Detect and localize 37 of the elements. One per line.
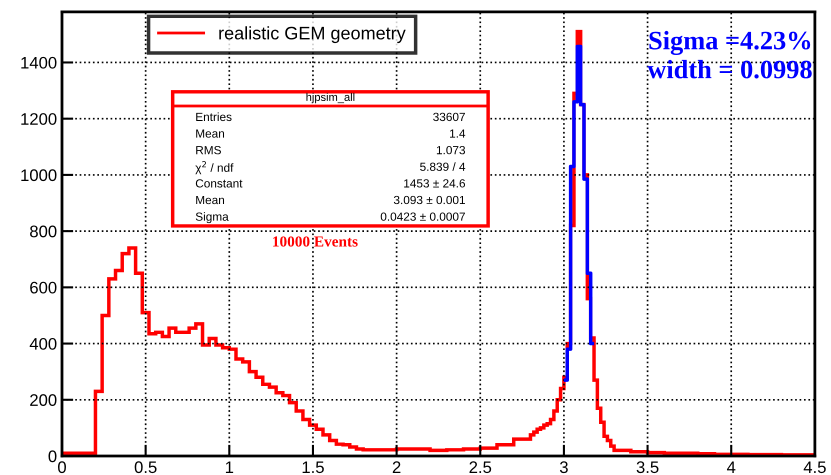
x-tick-label: 1.5 <box>302 461 324 474</box>
x-tick-label: 0.5 <box>134 461 157 474</box>
annotation: hjpsim_all <box>306 92 354 104</box>
annotation: 1.4 <box>450 129 466 138</box>
y-tick-label: 1000 <box>21 169 56 182</box>
annotation: 1453 ± 24.6 <box>404 179 466 188</box>
annotation: Constant <box>196 179 242 188</box>
y-tick-label: 600 <box>30 282 56 294</box>
annotation: Mean <box>196 196 224 204</box>
x-tick-label: 3 <box>560 461 568 474</box>
annotation: width = 0.0998 <box>647 60 812 79</box>
annotation: 10000 Events <box>273 236 358 247</box>
y-tick-label: 0 <box>48 450 56 462</box>
annotation: Sigma <box>196 212 229 224</box>
x-tick-label: 2 <box>392 461 400 473</box>
annotation: 0.0423 ± 0.0007 <box>380 212 465 221</box>
x-tick-label: 3.5 <box>636 461 658 474</box>
y-tick-label: 1400 <box>21 56 56 69</box>
y-tick-label: 1200 <box>21 113 56 125</box>
y-tick-label: 400 <box>30 338 56 350</box>
annotation: Sigma =4.23% <box>649 30 810 56</box>
annotation: Entries <box>196 112 232 122</box>
annotation: 3.093 ± 0.001 <box>394 196 465 204</box>
legend-label: realistic GEM geometry <box>219 26 406 44</box>
x-tick-label: 0 <box>58 461 66 474</box>
annotation: 1.073 <box>436 146 466 154</box>
annotation: Mean <box>196 129 224 138</box>
y-tick-label: 200 <box>30 394 56 406</box>
annotation: 33607 <box>433 112 465 122</box>
x-tick-label: 1 <box>226 461 234 473</box>
x-tick-label: 4.5 <box>804 461 826 474</box>
annotation: 5.839 / 4 <box>420 162 466 171</box>
y-tick-label: 800 <box>30 226 56 238</box>
annotation: χ$^{2}$ / ndf <box>195 161 234 174</box>
x-tick-label: 2.5 <box>470 461 492 474</box>
x-tick-label: 4 <box>726 461 736 473</box>
annotation: RMS <box>196 146 221 154</box>
